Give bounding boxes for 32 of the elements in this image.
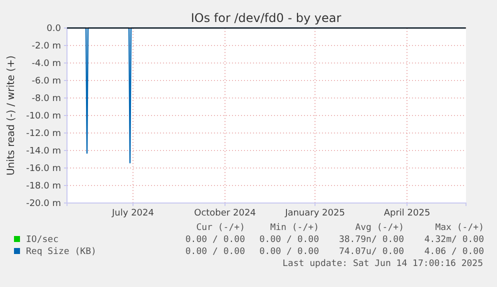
y-tick-label: -8.0 m — [32, 94, 61, 104]
text: 0.00 / 0.00 — [185, 235, 245, 245]
y-tick-label: -2.0 m — [32, 41, 61, 52]
x-tick-label: April 2025 — [384, 208, 430, 218]
legend-label: Req Size (KB) — [26, 247, 96, 257]
x-tick-label: October 2024 — [194, 208, 256, 218]
text: 0.00 / 0.00 — [259, 247, 319, 257]
text: Last update: Sat Jun 14 17:00:16 2025 — [282, 259, 483, 269]
y-axis-title: Units read (-) / write (+) — [6, 55, 17, 176]
legend-label: IO/sec — [26, 235, 59, 245]
x-tick-label: July 2024 — [111, 208, 154, 218]
chart-title: IOs for /dev/fd0 - by year — [190, 11, 342, 25]
text: Avg (-/+) — [355, 223, 404, 233]
y-tick-label: -12.0 m — [26, 128, 61, 139]
text: Min (-/+) — [270, 223, 319, 233]
y-tick-label: -20.0 m — [26, 198, 61, 209]
text: 0.00 / 0.00 — [185, 247, 245, 257]
text: Cur (-/+) — [196, 223, 245, 233]
text: 38.79n/ 0.00 — [338, 235, 404, 245]
text: 4.32m/ 0.00 — [424, 235, 484, 245]
y-tick-label: -10.0 m — [26, 111, 61, 122]
y-tick-label: -6.0 m — [32, 76, 61, 86]
y-tick-label: -16.0 m — [26, 164, 61, 174]
text: 4.06 / 0.00 — [424, 247, 484, 257]
y-tick-label: -18.0 m — [26, 181, 61, 192]
y-tick-label: -14.0 m — [26, 146, 61, 156]
y-tick-label: -4.0 m — [32, 58, 61, 69]
text: 74.07u/ 0.00 — [338, 247, 404, 257]
text: Max (-/+) — [435, 223, 484, 233]
text: 0.00 / 0.00 — [259, 235, 319, 245]
x-tick-label: January 2025 — [284, 208, 345, 218]
y-tick-label: 0.0 — [46, 24, 62, 34]
